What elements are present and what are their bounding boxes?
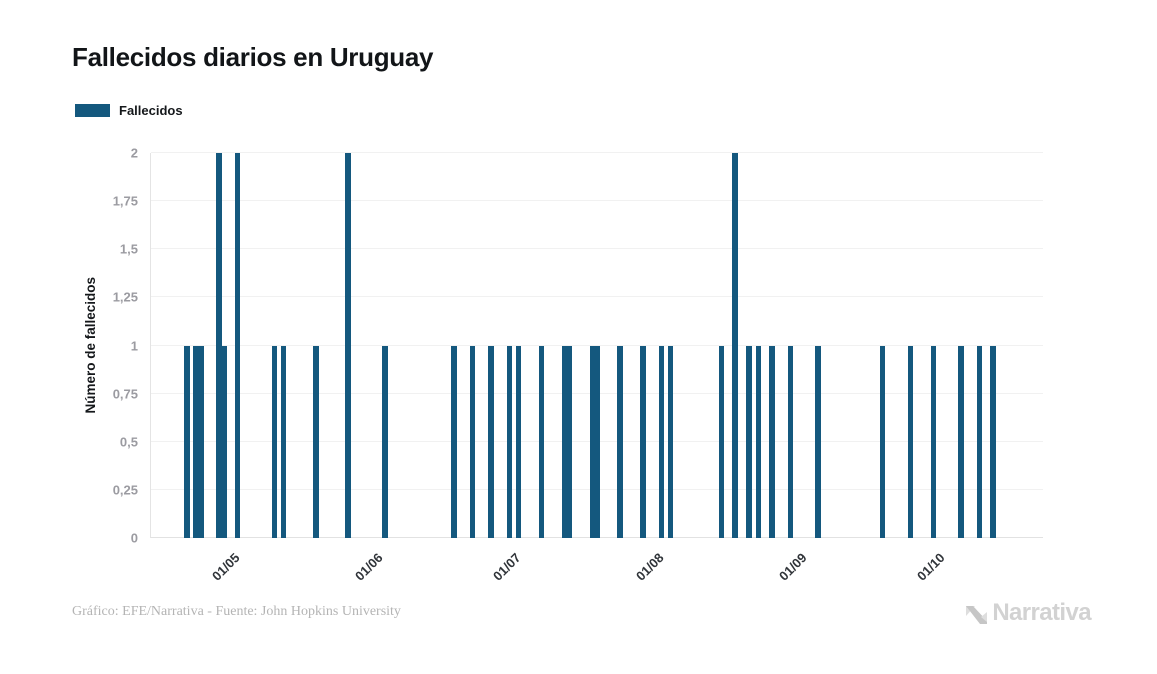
gridline [151, 152, 1043, 153]
y-tick-label: 1 [130, 338, 138, 353]
bar[interactable] [755, 345, 761, 538]
bar[interactable] [345, 153, 351, 538]
narrativa-logo-text: Narrativa [992, 599, 1091, 626]
bar[interactable] [976, 345, 983, 538]
bar[interactable] [769, 345, 775, 538]
bar[interactable] [313, 345, 319, 538]
gridline [151, 296, 1043, 298]
bar[interactable] [193, 345, 199, 538]
bar[interactable] [382, 345, 388, 538]
y-tick-label: 0 [130, 530, 138, 546]
y-tick-label: 1,25 [112, 289, 138, 305]
bar[interactable] [667, 345, 674, 538]
bar[interactable] [815, 345, 821, 538]
y-tick-label: 1,75 [112, 193, 138, 209]
bar[interactable] [879, 345, 886, 538]
legend-swatch-icon [75, 104, 110, 117]
bar[interactable] [930, 345, 937, 538]
y-tick-label: 0,75 [112, 386, 138, 402]
bar[interactable] [566, 345, 573, 538]
bar[interactable] [216, 153, 222, 538]
gridline [151, 200, 1043, 202]
narrativa-logo-icon [966, 605, 988, 624]
bar[interactable] [198, 345, 204, 538]
y-tick-label: 1,5 [119, 241, 138, 257]
bar[interactable] [907, 345, 914, 538]
y-axis-tick-labels: 0 0,25 0,5 0,75 1 1,25 1,5 1,75 2 [0, 146, 138, 546]
bar[interactable] [234, 153, 241, 538]
footer-credit: Gráfico: EFE/Narrativa - Fuente: John Ho… [72, 604, 401, 619]
gridline [151, 344, 1043, 346]
page-title: Fallecidos diarios en Uruguay [72, 42, 434, 72]
x-tick-label: 01/06 [351, 550, 386, 584]
bar[interactable] [718, 345, 725, 538]
y-tick-label: 2 [130, 145, 138, 161]
x-tick-label: 01/08 [632, 550, 667, 584]
y-tick-label: 0,25 [112, 482, 138, 498]
bar[interactable] [451, 345, 457, 538]
bar[interactable] [594, 345, 600, 538]
bar[interactable] [787, 345, 794, 538]
bar[interactable] [658, 345, 665, 538]
bar[interactable] [589, 345, 596, 538]
bar[interactable] [515, 345, 522, 538]
bar[interactable] [184, 345, 190, 538]
plot-area [150, 152, 1043, 538]
bar[interactable] [538, 345, 545, 538]
bar[interactable] [958, 345, 964, 538]
bar[interactable] [271, 345, 278, 538]
bar[interactable] [746, 345, 752, 538]
bar[interactable] [221, 345, 227, 538]
bar[interactable] [990, 345, 996, 538]
bar[interactable] [280, 345, 287, 538]
y-tick-label: 0,5 [119, 434, 138, 450]
x-tick-label: 01/05 [208, 550, 243, 584]
legend[interactable]: Fallecidos [75, 103, 183, 118]
legend-label: Fallecidos [119, 103, 183, 118]
bar[interactable] [561, 345, 568, 538]
narrativa-logo: Narrativa [963, 599, 1092, 627]
bar[interactable] [488, 345, 494, 538]
x-tick-label: 01/09 [775, 550, 810, 584]
x-axis-tick-labels: 01/05 01/06 01/07 01/08 01/09 01/10 [150, 546, 1042, 606]
bar[interactable] [640, 345, 646, 538]
bar[interactable] [617, 345, 623, 538]
gridline [151, 248, 1043, 250]
x-tick-label: 01/07 [490, 550, 524, 584]
bar[interactable] [732, 153, 738, 538]
bar[interactable] [469, 345, 476, 538]
bar[interactable] [506, 345, 513, 538]
x-tick-label: 01/10 [913, 550, 948, 584]
